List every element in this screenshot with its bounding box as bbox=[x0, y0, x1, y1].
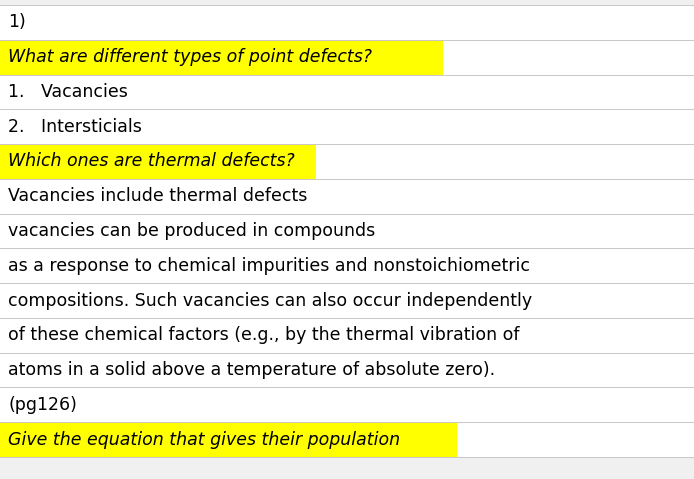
Bar bbox=[0, 5, 694, 40]
Bar bbox=[0, 75, 694, 109]
Text: as a response to chemical impurities and nonstoichiometric: as a response to chemical impurities and… bbox=[8, 257, 530, 275]
Bar bbox=[0, 179, 694, 214]
Bar bbox=[0, 144, 694, 179]
Bar bbox=[0, 422, 694, 457]
Bar bbox=[0, 40, 694, 75]
Bar bbox=[0, 214, 694, 249]
Text: 1): 1) bbox=[8, 13, 26, 32]
Text: 2.   Intersticials: 2. Intersticials bbox=[8, 118, 142, 136]
Bar bbox=[0, 422, 457, 457]
Text: (pg126): (pg126) bbox=[8, 396, 77, 414]
Bar bbox=[0, 40, 443, 75]
Bar bbox=[0, 318, 694, 353]
Bar bbox=[0, 144, 316, 179]
Text: vacancies can be produced in compounds: vacancies can be produced in compounds bbox=[8, 222, 375, 240]
Bar bbox=[0, 109, 694, 144]
Bar bbox=[0, 353, 694, 388]
Text: atoms in a solid above a temperature of absolute zero).: atoms in a solid above a temperature of … bbox=[8, 361, 496, 379]
Text: 1.   Vacancies: 1. Vacancies bbox=[8, 83, 128, 101]
Text: of these chemical factors (e.g., by the thermal vibration of: of these chemical factors (e.g., by the … bbox=[8, 326, 520, 344]
Text: compositions. Such vacancies can also occur independently: compositions. Such vacancies can also oc… bbox=[8, 292, 532, 309]
Text: Vacancies include thermal defects: Vacancies include thermal defects bbox=[8, 187, 307, 205]
Text: Which ones are thermal defects?: Which ones are thermal defects? bbox=[8, 152, 295, 171]
Bar bbox=[0, 283, 694, 318]
Text: What are different types of point defects?: What are different types of point defect… bbox=[8, 48, 372, 66]
Text: Give the equation that gives their population: Give the equation that gives their popul… bbox=[8, 431, 400, 449]
Bar bbox=[0, 388, 694, 422]
Bar bbox=[0, 249, 694, 283]
